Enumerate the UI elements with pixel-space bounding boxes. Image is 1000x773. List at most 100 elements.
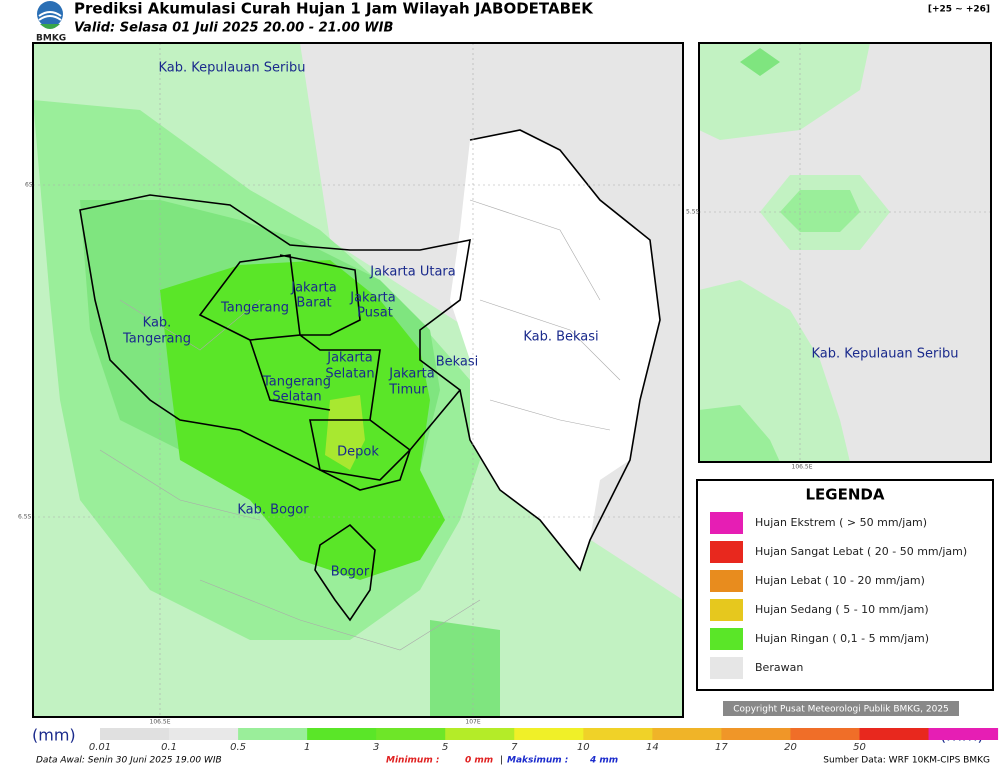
- colorbar-segment: [652, 728, 722, 740]
- colorbar-segment: [928, 728, 999, 740]
- colorbar-tick-label: 0.5: [230, 742, 246, 753]
- logo-text: BMKG: [36, 34, 66, 44]
- legend-swatch: [710, 657, 743, 679]
- colorbar-tick-label: 1: [304, 742, 310, 753]
- max-value: 4 mm: [589, 756, 618, 766]
- legend-swatch: [710, 628, 743, 650]
- legend-label: Hujan Sedang ( 5 - 10 mm/jam): [755, 603, 929, 616]
- region-label: Tangerang: [220, 301, 289, 316]
- region-label: Kab. Kepulauan Seribu: [812, 347, 959, 362]
- max-label: Maksimum :: [507, 756, 568, 766]
- copyright: Copyright Pusat Meteorologi Publik BMKG,…: [733, 705, 949, 715]
- inset-frame: [698, 42, 992, 463]
- colorbar-tick-label: 10: [577, 742, 590, 753]
- main-map-shape: [430, 620, 500, 717]
- colorbar-tick-label: 3: [373, 742, 379, 753]
- lon-label: 106.5E: [150, 719, 171, 726]
- main-map-shape: [325, 395, 365, 470]
- region-label: Bogor: [331, 565, 370, 580]
- colorbar-tick-label: 7: [511, 742, 518, 753]
- main-map: [33, 43, 683, 717]
- colorbar-segment: [514, 728, 584, 740]
- valid-time: Valid: Selasa 01 Juli 2025 20.00 - 21.00…: [74, 21, 393, 36]
- region-label: Tangerang: [122, 332, 191, 347]
- region-label: Bekasi: [436, 355, 479, 370]
- colorbar: 0.01 0.1 0.5 1 3 5 7 10 14 17 20 50: [89, 728, 999, 753]
- region-label: Kab. Bogor: [237, 503, 309, 518]
- logo-shape: [40, 24, 60, 29]
- main-map-shape: [450, 130, 660, 570]
- region-label: Barat: [296, 296, 331, 311]
- logo: [37, 1, 63, 29]
- legend-label: Hujan Sangat Lebat ( 20 - 50 mm/jam): [755, 545, 967, 558]
- legend-label: Berawan: [755, 661, 803, 674]
- region-label: Jakarta: [388, 367, 434, 382]
- lon-label: 106.5E: [792, 464, 813, 471]
- region-label: Tangerang: [262, 375, 331, 390]
- colorbar-tick-label: 50: [853, 742, 866, 753]
- lat-label: 6.5S: [18, 514, 32, 521]
- main-map-shape: [198, 254, 381, 421]
- region-label: Kab. Bekasi: [523, 330, 598, 345]
- inset-map-shape: [780, 190, 860, 232]
- inset-map: [699, 43, 991, 462]
- legend-swatch: [710, 512, 743, 534]
- main-map-shape: [309, 419, 411, 622]
- colorbar-tick-label: 0.01: [89, 742, 111, 753]
- legend-label: Hujan Ringan ( 0,1 - 5 mm/jam): [755, 632, 929, 645]
- colorbar-segment: [238, 728, 308, 740]
- colorbar-segment: [445, 728, 515, 740]
- legend-items: Hujan Ekstrem ( > 50 mm/jam) Hujan Sangat…: [710, 512, 967, 679]
- colorbar-tick-label: 20: [784, 742, 797, 753]
- colorbar-tick-label: 0.1: [161, 742, 177, 753]
- region-label: Jakarta Utara: [369, 265, 456, 280]
- legend-title: LEGENDA: [806, 486, 885, 504]
- title: Prediksi Akumulasi Curah Hujan 1 Jam Wil…: [74, 0, 594, 18]
- lon-label: 107E: [465, 719, 480, 726]
- main-map-shape: [99, 199, 621, 651]
- colorbar-segment: [100, 728, 170, 740]
- colorbar-segment: [721, 728, 791, 740]
- region-label: Timur: [388, 383, 427, 398]
- legend-swatch: [710, 541, 743, 563]
- colorbar-segment: [583, 728, 653, 740]
- source: Sumber Data: WRF 10KM-CIPS BMKG: [823, 756, 990, 766]
- colorbar-tick-label: 17: [715, 742, 728, 753]
- colorbar-segment: [790, 728, 861, 740]
- region-label: Kab. Kepulauan Seribu: [159, 61, 306, 76]
- region-label: Pusat: [357, 306, 393, 321]
- colorbar-segment: [376, 728, 446, 740]
- min-value: 0 mm: [465, 756, 493, 766]
- inset-map-shape: [699, 43, 870, 140]
- main-map-frame: [32, 42, 684, 718]
- region-label: Selatan: [325, 367, 374, 382]
- legend-swatch: [710, 599, 743, 621]
- logo-shape: [38, 11, 62, 21]
- colorbar-tick-label: 5: [442, 742, 448, 753]
- legend-box: [696, 479, 994, 691]
- region-label: Jakarta: [349, 291, 395, 306]
- inset-map-shape: [699, 405, 780, 462]
- colorbar-tick-label: 14: [646, 742, 659, 753]
- region-label: Jakarta: [290, 281, 336, 296]
- min-label: Minimum :: [386, 756, 439, 766]
- region-label: Depok: [337, 445, 379, 460]
- legend-label: Hujan Lebat ( 10 - 20 mm/jam): [755, 574, 925, 587]
- lat-label: 6S: [25, 182, 33, 189]
- data-awal: Data Awal: Senin 30 Juni 2025 19.00 WIB: [36, 756, 222, 766]
- inset-map-shape: [740, 48, 780, 76]
- legend-label: Hujan Ekstrem ( > 50 mm/jam): [755, 516, 927, 529]
- copyright-box: [723, 701, 959, 716]
- unit-label: (mm): [32, 726, 76, 745]
- lat-label: 5.5S: [686, 209, 700, 216]
- main-map-shape: [79, 194, 471, 481]
- main-map-shape: [459, 129, 661, 572]
- colorbar-segment: [307, 728, 377, 740]
- colorbar-segment: [859, 728, 930, 740]
- main-map-shape: [33, 43, 683, 717]
- region-label: Kab.: [143, 316, 172, 331]
- logo-shape: [37, 1, 63, 27]
- inset-map-shape: [699, 43, 991, 462]
- region-label: Jakarta: [326, 351, 372, 366]
